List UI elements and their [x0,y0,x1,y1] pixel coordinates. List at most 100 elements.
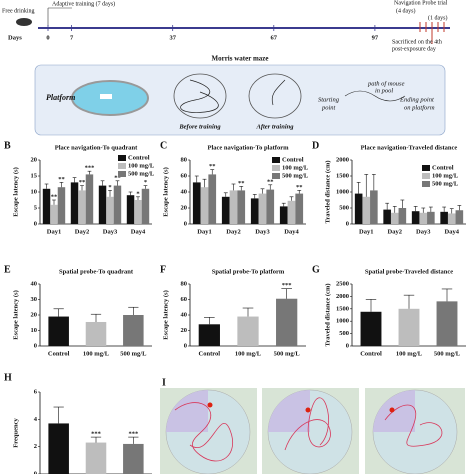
bar [447,213,456,224]
x-tick-label: Day1 [197,228,211,235]
y-tick-label: 0 [346,342,349,349]
platform-shape [100,94,112,99]
bar [123,443,144,474]
chart-title: Spatial probe-To quadrant [59,268,134,275]
y-axis-label: Traveled distance (cm) [324,283,331,346]
path-label: path of mouse [367,80,405,87]
bar [98,185,107,224]
significance: * [136,190,139,197]
x-tick-label: 100 mg/L [396,350,423,357]
x-tick-label: Control [360,350,382,357]
day-label: 37 [169,34,176,41]
bar [70,182,79,224]
y-tick-label: 20 [181,327,188,334]
y-tick-label: 0 [34,470,37,474]
bar [106,196,114,224]
panel-letter: H [4,372,12,383]
y-tick-label: 500 [339,330,349,337]
pool-before [173,73,227,119]
y-tick-label: 6 [34,388,38,395]
y-tick-label: 1000 [336,318,349,325]
y-tick-label: 20 [31,311,38,318]
legend-swatch [118,171,126,177]
y-tick-label: 0 [346,220,349,227]
day-label: 0 [46,34,49,41]
bar [455,210,464,224]
trial-ticks [419,22,445,32]
bar [141,188,150,224]
y-tick-label: 0 [184,220,187,227]
legend-label: 100 mg/L [432,172,459,179]
y-tick-label: 2000 [336,293,349,300]
x-tick-label: 100 mg/L [83,350,110,357]
legend-swatch [422,165,430,171]
swim-path [174,402,233,462]
x-tick-label: Day1 [359,228,373,235]
bar [50,204,58,224]
bar [390,212,399,224]
bar [266,189,275,224]
y-tick-label: 60 [181,296,188,303]
track-images [160,388,465,474]
x-tick-label: Day2 [226,228,240,235]
platform-dot [207,402,213,408]
bar [398,208,407,224]
y-axis-label: Escape latency (s) [162,167,169,216]
significance: ** [267,178,274,185]
legend-label: Control [282,156,304,163]
y-tick-label: 80 [181,280,188,287]
legend-swatch [272,157,280,163]
bar [258,193,267,224]
x-tick-label: Day4 [284,228,299,235]
bar [276,298,298,346]
path-before [180,79,219,113]
y-tick-label: 2500 [336,280,349,287]
bar [427,211,435,224]
probe-days: (1 days) [428,14,448,21]
bar [48,316,69,346]
bar [229,190,238,224]
bar [57,187,66,224]
bar [360,311,382,346]
bar [398,308,420,346]
x-tick-label: Day4 [131,228,146,235]
x-tick-label: Day3 [416,228,431,235]
legend-label: 500 mg/L [432,180,459,187]
y-tick-label: 40 [181,311,188,318]
bar [85,174,94,224]
ending-label: on platform [404,104,435,111]
y-tick-label: 20 [181,204,188,211]
chart-title: Spatial probe-Traveled distance [365,268,453,275]
bar [192,182,201,224]
legend-swatch [422,181,430,187]
before-label: Before training [178,123,221,130]
x-tick-label: 500 mg/L [120,350,147,357]
legend-label: 100 mg/L [282,164,309,171]
significance: *** [91,431,101,438]
y-tick-label: 40 [181,188,188,195]
significance: ** [51,193,58,200]
chart-title: Spatial probe-To platform [212,268,285,275]
path-after [271,79,286,106]
platform-label: Platform [46,93,75,102]
y-tick-label: 1500 [336,305,349,312]
significance: * [108,184,111,191]
y-tick-label: 500 [339,204,349,211]
x-tick-label: 100 mg/L [235,350,262,357]
legend-label: Control [128,154,150,161]
y-tick-label: 1000 [336,188,349,195]
y-axis-label: Escape latency (s) [12,167,19,216]
x-tick-label: 500 mg/L [434,350,461,357]
chart-title: Place navigation-To platform [207,144,289,151]
bar [134,200,142,224]
quadrant [268,390,310,432]
y-tick-label: 2 [34,443,37,450]
platform-dot [389,407,395,413]
legend-label: Control [432,164,454,171]
path-label: in pool [375,87,393,94]
day-label: 97 [372,34,379,41]
legend-path [344,90,406,102]
x-tick-label: Day2 [388,228,402,235]
significance: * [144,179,147,186]
swim-path [284,397,331,451]
